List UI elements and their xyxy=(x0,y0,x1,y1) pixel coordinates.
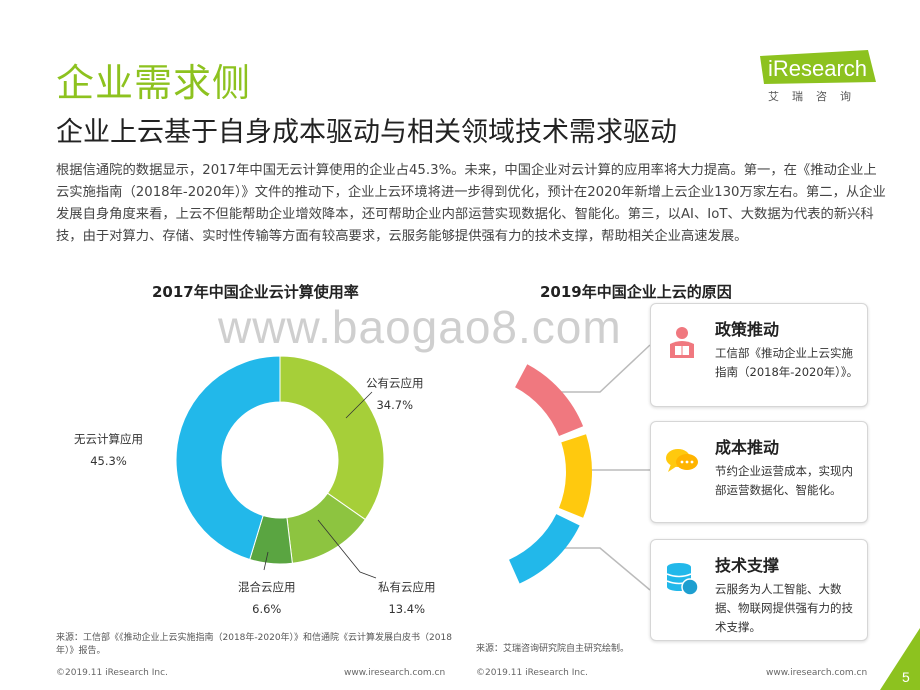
watermark: www.baogao8.com xyxy=(218,301,622,353)
reason-title: 技术支撑 xyxy=(715,556,780,575)
slice-label-name: 无云计算应用 xyxy=(74,432,143,446)
footer-copyright-left: ©2019.11 iResearch Inc. xyxy=(56,668,168,678)
slice-label-value: 34.7% xyxy=(376,398,414,412)
arc-segment-tech xyxy=(509,514,580,584)
footer-copyright-right: ©2019.11 iResearch Inc. xyxy=(476,668,588,678)
slice-label-none: 无云计算应用 45.3% xyxy=(74,428,143,472)
slice-label-private: 私有云应用 13.4% xyxy=(378,576,436,620)
reason-title: 政策推动 xyxy=(715,320,780,339)
logo-text: iResearch xyxy=(768,56,868,81)
intro-paragraph: 根据信通院的数据显示，2017年中国无云计算使用的企业占45.3%。未来，中国企… xyxy=(56,163,886,244)
slice-public xyxy=(279,355,385,521)
reason-body: 工信部《推动企业上云实施指南（2018年-2020年）》。 xyxy=(715,346,859,379)
leader-line-public xyxy=(345,391,373,419)
page-number: 5 xyxy=(902,669,910,685)
connector-tech xyxy=(550,547,651,591)
source-left: 来源：工信部《《推动企业上云实施指南（2018年-2020年）》和信通院《云计算… xyxy=(56,633,452,656)
page-title: 企业需求侧 xyxy=(56,61,252,105)
page-number-badge: 5 xyxy=(880,628,920,690)
page-subtitle: 企业上云基于自身成本驱动与相关领域技术需求驱动 xyxy=(56,117,677,148)
slice-label-name: 公有云应用 xyxy=(366,376,424,390)
reason-body: 节约企业运营成本，实现内部运营数据化、智能化。 xyxy=(715,464,853,497)
slice-label-value: 6.6% xyxy=(252,602,282,616)
slice-label-hybrid: 混合云应用 6.6% xyxy=(238,576,296,620)
person-reading-icon xyxy=(670,327,694,358)
logo-chinese-text: 艾瑞咨询 xyxy=(768,90,864,103)
arc-segment-policy xyxy=(515,364,584,437)
slice-label-value: 45.3% xyxy=(90,454,127,468)
reason-card-policy: 政策推动 工信部《推动企业上云实施指南（2018年-2020年）》。 xyxy=(650,303,868,407)
slice-label-public: 公有云应用 34.7% xyxy=(366,372,424,416)
footer-url-left: www.iresearch.com.cn xyxy=(344,668,446,678)
donut-chart-title: 2017年中国企业云计算使用率 xyxy=(152,283,359,301)
reason-body: 云服务为人工智能、大数据、物联网提供强有力的技术支撑。 xyxy=(715,582,853,634)
slice-none xyxy=(175,355,281,561)
logo-banner-shape xyxy=(760,50,876,84)
slice-label-name: 私有云应用 xyxy=(378,580,436,594)
donut-chart xyxy=(175,355,385,565)
leader-line-private xyxy=(317,519,377,579)
source-right: 来源：艾瑞咨询研究院自主研究绘制。 xyxy=(476,644,630,654)
reasons-title: 2019年中国企业上云的原因 xyxy=(540,283,732,301)
slice-label-value: 13.4% xyxy=(388,602,426,616)
connector-policy xyxy=(548,344,651,393)
leader-line-hybrid xyxy=(263,551,269,571)
database-icon xyxy=(666,563,699,596)
footer-url-right: www.iresearch.com.cn xyxy=(766,668,868,678)
iresearch-logo: iResearch 艾瑞咨询 xyxy=(760,50,876,110)
chat-bubbles-icon xyxy=(666,449,698,472)
slice-label-name: 混合云应用 xyxy=(238,580,296,594)
reason-card-cost: 成本推动 节约企业运营成本，实现内部运营数据化、智能化。 xyxy=(650,421,868,523)
reasons-arc xyxy=(509,364,592,584)
reason-title: 成本推动 xyxy=(715,438,780,457)
arc-segment-cost xyxy=(559,434,592,518)
reason-card-tech: 技术支撑 云服务为人工智能、大数据、物联网提供强有力的技术支撑。 xyxy=(650,539,868,641)
